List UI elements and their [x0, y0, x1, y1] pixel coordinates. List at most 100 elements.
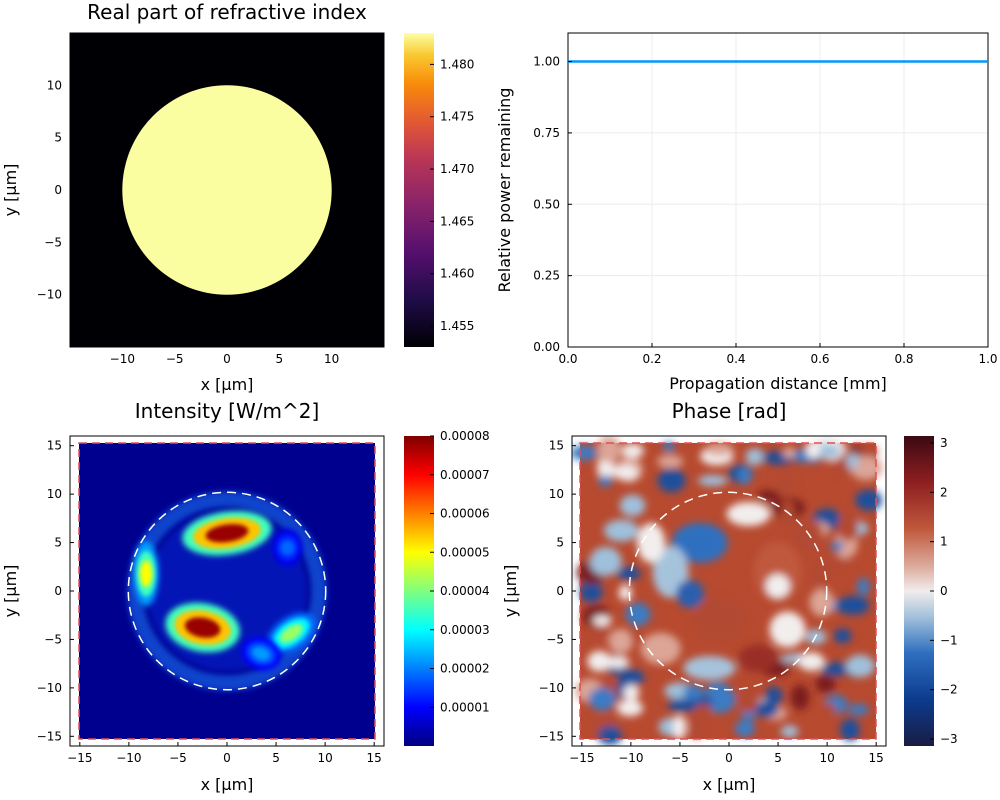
phase-speckle [579, 581, 603, 603]
power-xlabel: Propagation distance [mm] [669, 374, 887, 393]
intensity-panel: Intensity [W/m^2] −15 −10 −5 0 5 10 15 −15 −10 −… [1, 399, 490, 794]
power-frame [567, 32, 989, 348]
phase-speckle [815, 674, 836, 694]
refractive-index-colorbar-tick-label: 1.470 [440, 162, 474, 176]
phase-speckle [828, 557, 851, 574]
phase-speckle [735, 719, 755, 737]
intensity-ytick-label: −10 [37, 681, 62, 695]
phase-region [726, 502, 771, 526]
phase-speckle [821, 662, 854, 676]
phase-ytick-label: 5 [556, 536, 564, 550]
phase-speckle [745, 448, 765, 466]
refractive-index-title: Real part of refractive index [87, 0, 367, 24]
refractive-index-xtick-label: −10 [110, 352, 135, 366]
intensity-colorbar: 0.00001 0.00002 0.00003 0.00004 0.00005 0.000… [404, 429, 490, 746]
power-ylabel: Relative power remaining [495, 88, 514, 293]
intensity-ytick-label: 5 [54, 536, 62, 550]
phase-speckle [697, 475, 728, 487]
phase-speckle [846, 452, 859, 470]
phase-speckle [621, 443, 644, 459]
refractive-index-xtick-label: −5 [166, 352, 184, 366]
intensity-colorbar-tick-label: 0.00005 [440, 545, 490, 559]
phase-speckle [856, 577, 870, 596]
intensity-xtick-label: 10 [317, 751, 332, 765]
intensity-core-outline [127, 491, 327, 691]
refractive-index-colorbar-tick-label: 1.465 [440, 214, 474, 228]
refractive-index-colorbar-tick-label: 1.475 [440, 110, 474, 124]
phase-ylabel: y [μm] [501, 565, 520, 618]
phase-speckle [608, 628, 633, 655]
phase-ytick-label: 10 [549, 487, 564, 501]
phase-speckle [845, 654, 875, 678]
phase-speckle [588, 687, 616, 711]
refractive-index-ylabel: y [μm] [1, 164, 20, 217]
power-ytick-label: 0.75 [533, 126, 560, 140]
intensity-xtick-label: −5 [169, 751, 187, 765]
phase-speckle [592, 624, 611, 641]
power-ytick-label: 0.50 [533, 197, 560, 211]
phase-region [738, 644, 779, 673]
phase-speckle [773, 476, 796, 494]
intensity-lobe-peak [140, 560, 153, 587]
refractive-index-colorbar-tick-label: 1.460 [440, 267, 474, 281]
phase-ytick-label: −5 [546, 632, 564, 646]
intensity-colorbar-tick-label: 0.00003 [440, 623, 490, 637]
phase-ytick-label: 15 [549, 439, 564, 453]
intensity-colorbar-tick-label: 0.00006 [440, 507, 490, 521]
phase-speckle [656, 454, 684, 468]
refractive-index-ytick-label: −5 [44, 235, 62, 249]
refractive-index-colorbar-tick-label: 1.480 [440, 57, 474, 71]
phase-speckle [683, 684, 704, 700]
phase-speckle [837, 513, 859, 541]
phase-speckle [755, 700, 779, 718]
power-panel: 0.0 0.2 0.4 0.6 0.8 1.0 0.000.250.500.751.00 … [495, 32, 998, 393]
power-xtick-label: 0.0 [558, 352, 577, 366]
phase-speckle [859, 445, 878, 457]
phase-speckle [848, 703, 869, 716]
phase-speckle [605, 656, 630, 669]
phase-speckle [689, 713, 705, 739]
intensity-lobe-peak [251, 646, 271, 661]
phase-ytick-label: −10 [539, 681, 564, 695]
phase-speckle [757, 490, 780, 502]
refractive-index-colorbar: 1.455 1.460 1.465 1.470 1.475 1.480 [404, 33, 474, 347]
phase-speckle [830, 541, 843, 552]
phase-speckle [587, 650, 612, 672]
phase-xtick-label: 10 [819, 751, 834, 765]
phase-speckle [797, 652, 825, 671]
phase-speckle [589, 546, 622, 576]
phase-speckle [597, 436, 621, 464]
phase-speckle [657, 468, 686, 493]
phase-speckle [603, 519, 639, 542]
phase-xlabel: x [μm] [703, 775, 756, 794]
intensity-xtick-label: 5 [272, 751, 280, 765]
intensity-lobe [165, 602, 240, 653]
phase-speckle [780, 725, 799, 738]
intensity-lobe [133, 541, 159, 607]
refractive-index-ytick-label: 10 [47, 78, 62, 92]
intensity-lobe [241, 636, 281, 671]
intensity-lobe-peak [280, 539, 295, 556]
intensity-colorbar-tick-label: 0.00002 [440, 662, 490, 676]
phase-region [791, 519, 823, 548]
phase-xtick-label: −10 [618, 751, 643, 765]
intensity-xlabel: x [μm] [201, 775, 254, 794]
phase-region [683, 656, 736, 680]
phase-ytick-label: −15 [539, 729, 564, 743]
phase-speckle [855, 489, 883, 511]
intensity-xtick-label: 0 [223, 751, 231, 765]
phase-speckle [805, 439, 821, 459]
intensity-xtick-label: 15 [367, 751, 382, 765]
phase-region [640, 632, 681, 665]
phase-colorbar-tick-label: 3 [940, 436, 948, 450]
phase-colorbar: −3 −2 −1 0 1 2 3 [904, 436, 958, 746]
phase-ytick-label: 0 [556, 584, 564, 598]
refractive-index-ytick-label: 0 [54, 183, 62, 197]
phase-vortex [676, 579, 704, 608]
intensity-xtick-label: −15 [67, 751, 92, 765]
intensity-halo [127, 491, 327, 691]
power-xtick-label: 0.2 [642, 352, 661, 366]
phase-vortex [765, 574, 790, 599]
refractive-index-xlabel: x [μm] [201, 375, 254, 394]
intensity-lobe [272, 528, 303, 567]
